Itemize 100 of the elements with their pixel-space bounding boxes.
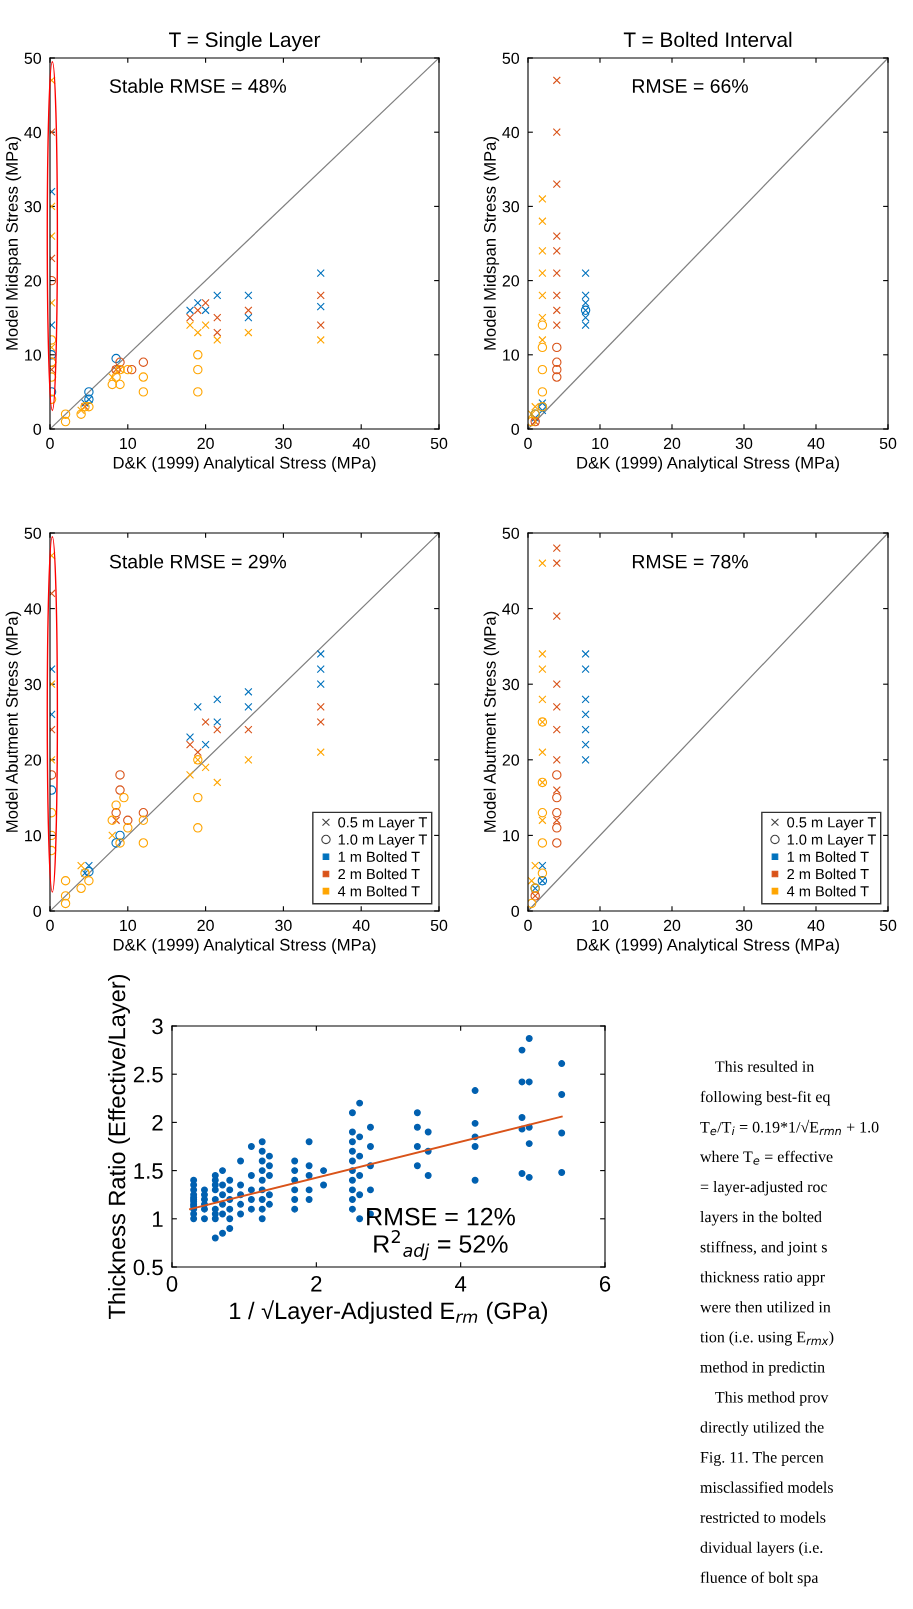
y-axis-title: Model Abutment Stress (MPa) [483,611,500,832]
y-axis-title: Model Midspan Stress (MPa) [483,137,500,350]
y-tick-label: 20 [502,275,520,287]
y-tick-label: 40 [502,126,520,139]
x-tick-label: 50 [430,919,448,932]
text: stiffness, and joint s [700,1241,827,1256]
x-tick-label: 10 [120,919,137,932]
y-tick-label: 50 [502,52,520,64]
legend-label: 4 m Bolted T [337,885,420,897]
text: This method prov [715,1391,829,1406]
y-tick-label: 30 [502,678,520,691]
y-tick-label: 50 [24,52,42,64]
x-tick-label: 30 [735,919,753,932]
y-tick-label: 20 [24,275,42,287]
x-tick-label: 20 [663,437,681,450]
x-axis-title: D&K (1999) Analytical Stress (MPa) [577,456,839,472]
y-tick-label: 0 [33,905,42,917]
y-axis-title: Thickness Ratio (Effective/Layer) [107,974,130,1319]
annotation: Stable RMSE = 48% [109,78,287,93]
text: layers in the bolted [700,1211,822,1226]
x-tick-label: 50 [879,919,897,932]
y-tick-label: 50 [24,527,42,539]
x-axis-title: D&K (1999) Analytical Stress (MPa) [577,938,839,954]
text: thickness ratio appr [700,1271,825,1286]
y-tick-label: 10 [25,349,42,361]
x-tick-label: 40 [352,919,370,932]
x-tick-label: 40 [352,437,370,450]
x-tick-label: 0 [524,919,532,932]
text: method in predictin [700,1361,825,1376]
y-tick-label: 40 [24,126,42,139]
y-tick-label: 2.5 [133,1066,163,1083]
x-tick-label: 0 [46,919,54,932]
legend-label: 1.0 m Layer T [787,834,877,848]
y-tick-label: 10 [503,349,520,361]
x-tick-label: 0 [166,1275,178,1292]
text: were then utilized in [700,1301,831,1313]
y-tick-label: 10 [503,830,520,842]
legend-label: 1.0 m Layer T [338,834,428,848]
x-tick-label: 10 [592,437,609,450]
y-tick-label: 40 [24,603,42,615]
text: tion (i.e. using E$_{rmx}$) [700,1331,834,1346]
x-axis-title: D&K (1999) Analytical Stress (MPa) [113,456,376,472]
y-tick-label: 0 [511,423,520,435]
x-tick-label: 0 [46,437,54,450]
y-tick-label: 0 [511,905,520,917]
y-axis-title: Model Midspan Stress (MPa) [5,137,22,350]
x-tick-label: 4 [455,1276,467,1292]
y-tick-label: 30 [24,678,42,691]
annotation: RMSE = 12% [367,1207,515,1226]
text: where T$_{e}$ = effective [700,1150,833,1165]
legend-label: 2 m Bolted T [338,868,420,880]
caption: Fig. 11. The percen [700,1451,824,1466]
text: misclassified models [700,1481,833,1493]
x-tick-label: 30 [275,919,292,932]
y-tick-label: 40 [502,603,520,615]
annotation: RMSE = 78% [632,554,748,569]
x-tick-label: 20 [197,437,214,450]
y-tick-label: 0.5 [133,1259,163,1276]
y-tick-label: 20 [502,754,520,766]
x-tick-label: 6 [599,1275,611,1292]
x-tick-label: 30 [275,437,292,450]
y-axis-title: Model Abutment Stress (MPa) [5,611,22,832]
text: = layer-adjusted roc [700,1180,828,1196]
text: restricted to models [700,1511,826,1523]
text: following best-fit eq [700,1090,831,1106]
text: fluence of bolt spa [700,1571,819,1587]
x-tick-label: 2 [311,1275,322,1292]
y-tick-label: 30 [24,201,42,213]
chart-title: T = Bolted Interval [623,31,792,48]
x-tick-label: 20 [197,919,214,932]
annotation: Stable RMSE = 29% [109,554,287,569]
y-tick-label: 2 [152,1114,163,1131]
y-tick-label: 20 [24,754,42,766]
y-tick-label: 1 [153,1211,163,1227]
x-axis-title: 1 / √Layer-Adjusted E$_{rm}$ (GPa) [230,1300,548,1324]
x-tick-label: 50 [430,437,448,450]
text: This resulted in [715,1060,815,1073]
x-tick-label: 20 [663,919,681,932]
y-tick-label: 50 [502,527,520,539]
annotation: R$^{2}$$_{adj}$ = 52% [374,1230,508,1261]
legend-label: 1 m Bolted T [338,851,420,862]
y-tick-label: 1.5 [134,1163,163,1179]
chart-title: T = Single Layer [169,31,321,52]
x-tick-label: 40 [807,919,825,932]
legend-label: 1 m Bolted T [787,851,869,862]
text: T$_{e}$/T$_{i}$ = 0.19*1/√E$_{rmn}$ + 1.0 [700,1119,879,1136]
legend-label: 0.5 m Layer T [787,817,877,831]
legend-label: 2 m Bolted T [787,868,869,880]
text: dividual layers (i.e. [700,1541,823,1557]
y-tick-label: 30 [502,201,520,213]
y-tick-label: 0 [33,423,42,435]
x-tick-label: 30 [735,437,753,450]
x-tick-label: 0 [524,437,532,450]
text: directly utilized the [700,1421,824,1436]
x-axis-title: D&K (1999) Analytical Stress (MPa) [113,938,376,954]
y-tick-label: 3 [152,1018,163,1035]
annotation: RMSE = 66% [632,79,748,93]
x-tick-label: 40 [807,437,825,450]
x-tick-label: 10 [592,919,609,932]
legend-label: 4 m Bolted T [786,885,869,897]
